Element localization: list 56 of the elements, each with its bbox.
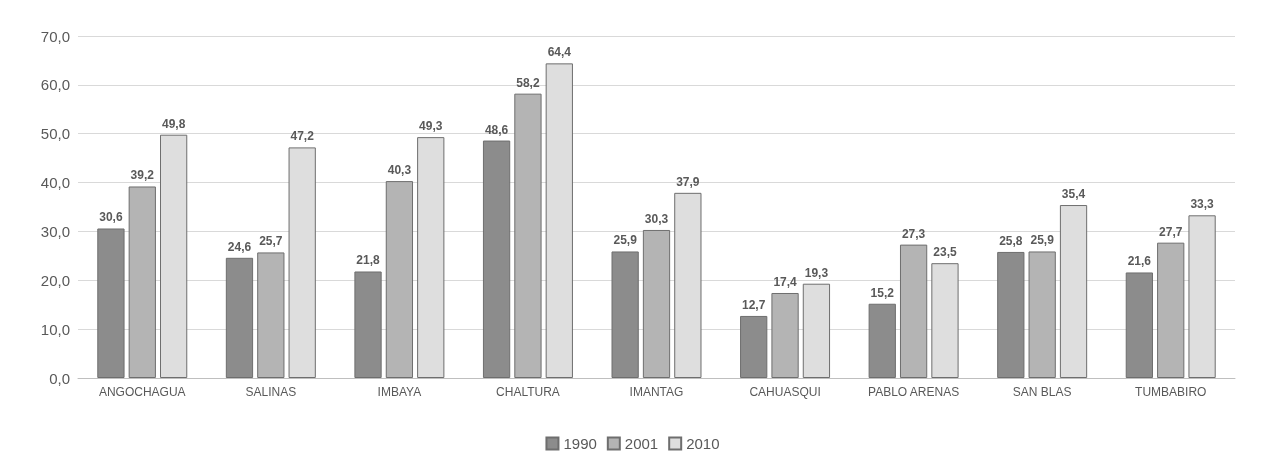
legend-label: 2010 (686, 435, 720, 452)
bar (740, 315, 768, 378)
data-label: 21,8 (356, 253, 381, 268)
y-tick-label: 30,0 (40, 222, 70, 240)
x-tick-label: IMBAYA (377, 385, 422, 399)
data-label: 49,8 (161, 116, 186, 131)
y-tick-label: 20,0 (40, 271, 70, 289)
bar (354, 271, 382, 378)
x-tick-label: CHALTURA (496, 385, 560, 399)
data-label: 37,9 (676, 174, 700, 189)
data-label: 47,2 (290, 129, 315, 144)
bar (611, 251, 639, 378)
data-label: 15,2 (870, 285, 895, 300)
data-label: 48,6 (484, 122, 509, 137)
data-label: 21,6 (1127, 254, 1152, 269)
data-label: 27,3 (901, 226, 926, 241)
data-label: 58,2 (516, 75, 540, 90)
legend-label: 2001 (624, 435, 659, 452)
data-label: 25,9 (1030, 233, 1055, 248)
data-label: 25,8 (999, 233, 1023, 248)
y-tick-label: 40,0 (40, 174, 70, 192)
data-label: 25,7 (259, 234, 283, 249)
data-label: 27,7 (1159, 224, 1183, 239)
data-label: 64,4 (547, 45, 572, 60)
y-tick-label: 0,0 (49, 369, 70, 387)
x-tick-label: PABLO ARENAS (868, 385, 960, 399)
y-tick-label: 60,0 (40, 76, 70, 94)
y-tick-label: 10,0 (40, 320, 70, 338)
data-label: 30,3 (644, 211, 669, 226)
data-label: 33,3 (1190, 197, 1215, 212)
data-label: 12,7 (742, 297, 766, 312)
x-tick-label: CAHUASQUI (749, 385, 821, 399)
bar (482, 140, 511, 378)
data-label: 24,6 (227, 239, 252, 254)
x-tick-label: SALINAS (245, 385, 297, 399)
data-label: 23,5 (933, 245, 957, 260)
bar (868, 303, 896, 378)
y-tick-label: 50,0 (40, 125, 70, 143)
bar (97, 228, 125, 378)
data-label: 19,3 (804, 265, 829, 280)
data-label: 40,3 (387, 163, 412, 178)
bar (225, 257, 254, 378)
data-label: 17,4 (773, 274, 798, 289)
bar (997, 251, 1025, 378)
data-label: 25,9 (613, 233, 638, 248)
x-tick-label: SAN BLAS (1012, 385, 1072, 399)
x-tick-label: TUMBABIRO (1135, 385, 1207, 399)
data-label: 39,2 (130, 168, 155, 183)
x-tick-label: IMANTAG (629, 385, 684, 399)
y-tick-label: 70,0 (40, 27, 70, 45)
legend-label: 1990 (563, 435, 597, 452)
data-label: 35,4 (1061, 187, 1086, 202)
x-tick-label: ANGOCHAGUA (98, 385, 186, 399)
data-label: 30,6 (99, 210, 123, 225)
bar (1125, 272, 1153, 378)
data-label: 49,3 (419, 119, 443, 134)
